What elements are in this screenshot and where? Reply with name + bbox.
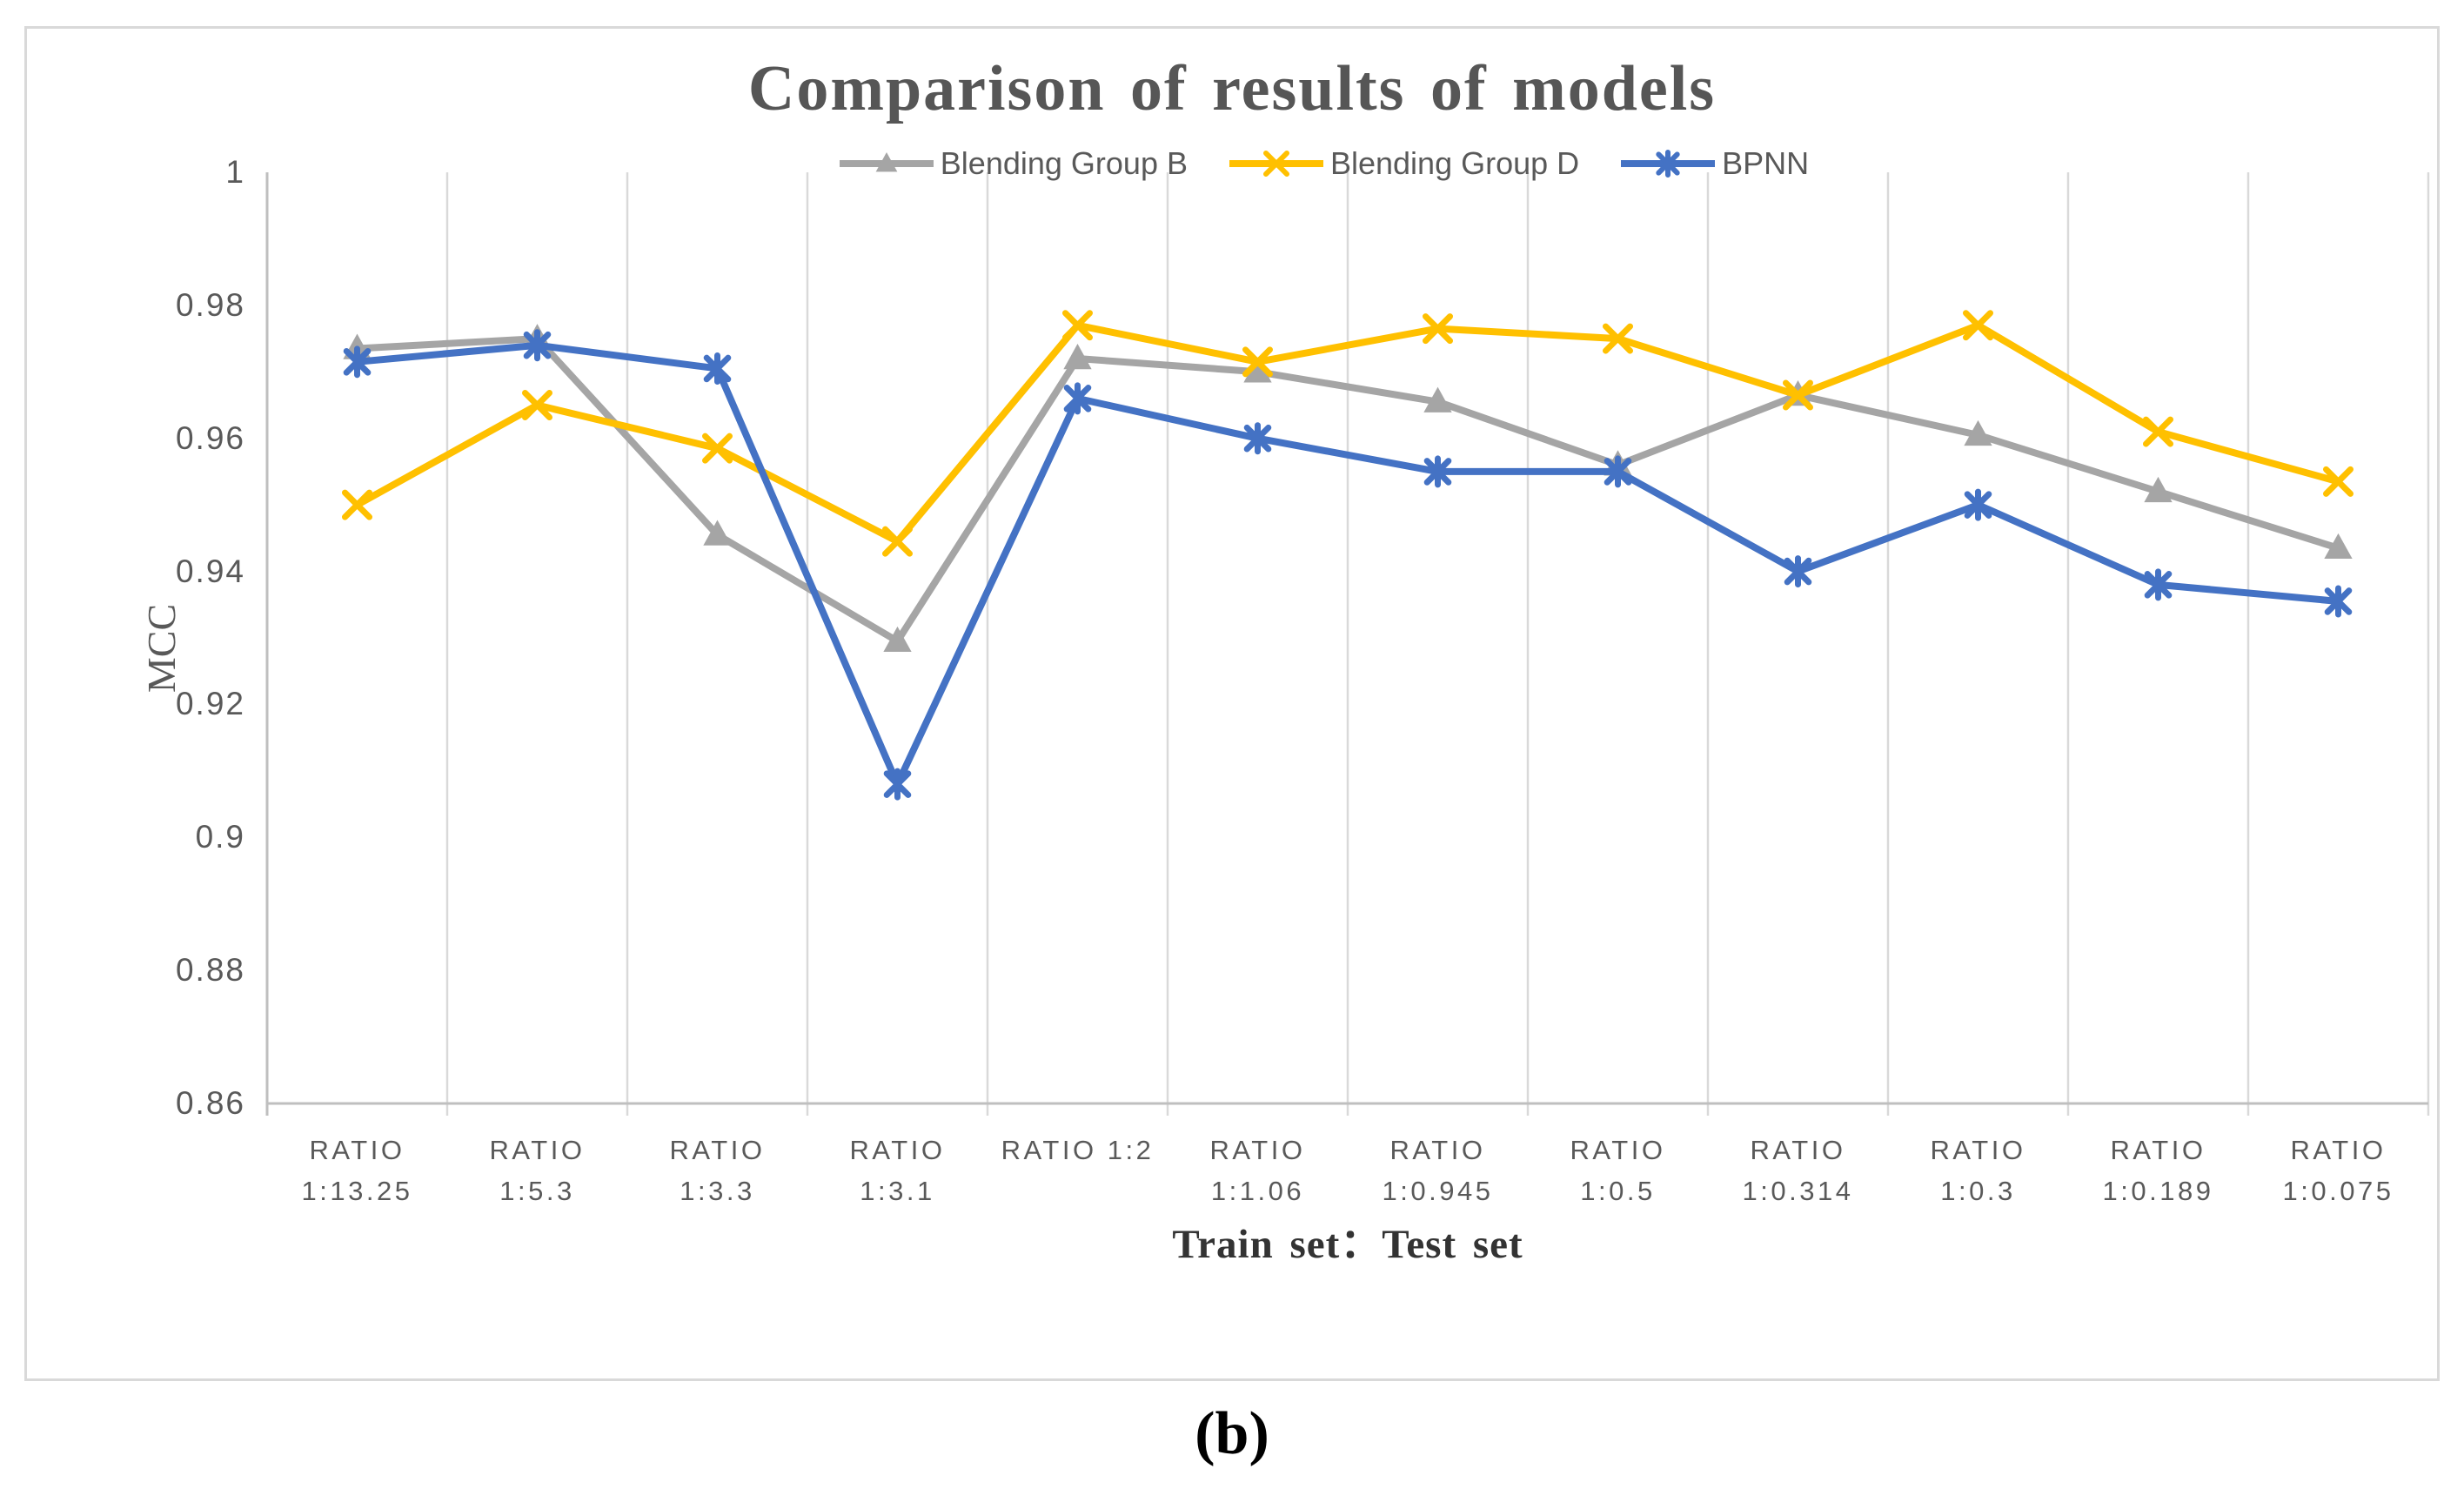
triangle-marker (1063, 344, 1092, 370)
x-tick-label-line: RATIO (1209, 1135, 1306, 1165)
x-tick-label: RATIO 1:0.3 (1888, 1130, 2068, 1211)
x-tick-label-line: 1:0.945 (1382, 1176, 1494, 1206)
x-marker (342, 489, 372, 520)
x-tick-label-line: 1:0.5 (1580, 1176, 1656, 1206)
x-marker (1062, 310, 1093, 341)
legend-label: Blending Group D (1329, 145, 1580, 181)
x-tick-label-line: RATIO (1389, 1135, 1486, 1165)
x-marker (1783, 379, 1813, 411)
x-marker (2143, 416, 2173, 447)
asterisk-marker (1604, 455, 1632, 488)
x-tick-label-line: 1:1.06 (1210, 1176, 1305, 1206)
series-blending-group-b (343, 324, 2353, 653)
y-tick-label: 0.98 (175, 286, 245, 323)
x-marker (2323, 466, 2354, 497)
y-tick-label: 1 (225, 154, 245, 190)
x-tick-label-line: 1:3.1 (860, 1176, 935, 1206)
x-tick-label-line: RATIO (489, 1135, 586, 1165)
triangle-marker (1243, 357, 1272, 383)
legend-swatch-x (1229, 151, 1323, 177)
x-tick-label-line: RATIO (2110, 1135, 2206, 1165)
asterisk-marker (1784, 555, 1812, 588)
triangle-marker (703, 520, 732, 546)
chart-frame (24, 26, 2440, 1381)
x-tick-label-line: RATIO (1570, 1135, 1666, 1165)
x-tick-label-line: 1:13.25 (301, 1176, 413, 1206)
x-marker (1603, 323, 1633, 354)
series-line-bpnn (353, 341, 2342, 788)
x-tick-label: RATIO 1:0.075 (2248, 1130, 2428, 1211)
legend-swatch-triangle (839, 152, 934, 172)
legend-label: BPNN (1722, 145, 1810, 181)
triangle-marker (1964, 419, 1992, 446)
triangle-marker (2324, 533, 2353, 560)
x-tick-label-line: 1:0.189 (2102, 1176, 2214, 1206)
legend-item-bpnn: BPNN (1619, 144, 1809, 183)
y-tick-label: 0.86 (175, 1085, 245, 1121)
x-tick-label-line: RATIO (849, 1135, 946, 1165)
legend-item-blending-group-d: Blending Group D (1228, 144, 1579, 183)
asterisk-marker (883, 768, 912, 801)
figure-caption: (b) (1195, 1400, 1269, 1467)
chart-title: Comparison of results of models (747, 53, 1717, 124)
x-tick-label: RATIO 1:0.314 (1708, 1130, 1888, 1211)
triangle-marker (1423, 386, 1452, 412)
asterisk-marker (703, 352, 732, 385)
x-marker (522, 390, 552, 420)
x-marker (1423, 313, 1453, 345)
asterisk-marker (1243, 422, 1272, 455)
x-tick-label-line: RATIO (2290, 1135, 2387, 1165)
x-tick-label-line: 1:0.075 (2282, 1176, 2394, 1206)
asterisk-marker (1964, 488, 1992, 521)
y-tick-label: 0.92 (175, 686, 245, 722)
x-tick-label: RATIO 1:5.3 (447, 1130, 627, 1211)
asterisk-marker (343, 345, 372, 379)
asterisk-marker (2324, 585, 2353, 618)
series-line-blending-group-b (353, 335, 2342, 645)
x-tick-label-line: 1:0.314 (1742, 1176, 1854, 1206)
x-tick-label: RATIO 1:13.25 (267, 1130, 447, 1211)
y-tick-label: 0.88 (175, 952, 245, 989)
triangle-marker (883, 626, 912, 653)
x-tick-label-line: 1:3.3 (680, 1176, 755, 1206)
x-marker (1242, 346, 1273, 378)
asterisk-marker (1063, 382, 1092, 415)
x-tick-label: RATIO 1:3.3 (627, 1130, 807, 1211)
series-line-blending-group-d (353, 321, 2342, 546)
x-marker (1963, 310, 1993, 341)
y-tick-label: 0.94 (175, 553, 245, 589)
x-tick-label-line: 1:0.3 (1940, 1176, 2016, 1206)
x-tick-label: RATIO 1:3.1 (807, 1130, 988, 1211)
series-blending-group-d (342, 310, 2354, 557)
x-tick-label: RATIO 1:0.5 (1528, 1130, 1708, 1211)
x-tick-label-line: RATIO 1:2 (1001, 1135, 1155, 1165)
x-tick-label-line: RATIO (1930, 1135, 2026, 1165)
x-tick-label: RATIO 1:1.06 (1168, 1130, 1348, 1211)
legend-item-blending-group-b: Blending Group B (838, 144, 1188, 183)
y-tick-label: 0.9 (195, 819, 245, 855)
x-tick-label-line: RATIO (309, 1135, 405, 1165)
asterisk-marker (523, 329, 552, 362)
x-tick-label-line: RATIO (669, 1135, 766, 1165)
x-marker (882, 526, 913, 557)
x-tick-label-line: 1:5.3 (499, 1176, 575, 1206)
x-marker (702, 433, 733, 464)
asterisk-marker (1423, 455, 1452, 488)
legend-label: Blending Group B (940, 145, 1188, 181)
x-tick-label: RATIO 1:0.189 (2068, 1130, 2248, 1211)
x-axis-title: Train set：Test set (1172, 1222, 1523, 1267)
asterisk-marker (2144, 568, 2173, 601)
triangle-marker (2144, 476, 2173, 503)
legend: Blending Group B Blending Group D BPNN (243, 137, 2404, 190)
x-tick-label: RATIO 1:2 (988, 1130, 1168, 1170)
x-tick-label-line: RATIO (1750, 1135, 1846, 1165)
series-bpnn (343, 329, 2353, 801)
legend-swatch-asterisk (1621, 150, 1716, 178)
y-tick-label: 0.96 (175, 419, 245, 456)
x-tick-label: RATIO 1:0.945 (1348, 1130, 1528, 1211)
